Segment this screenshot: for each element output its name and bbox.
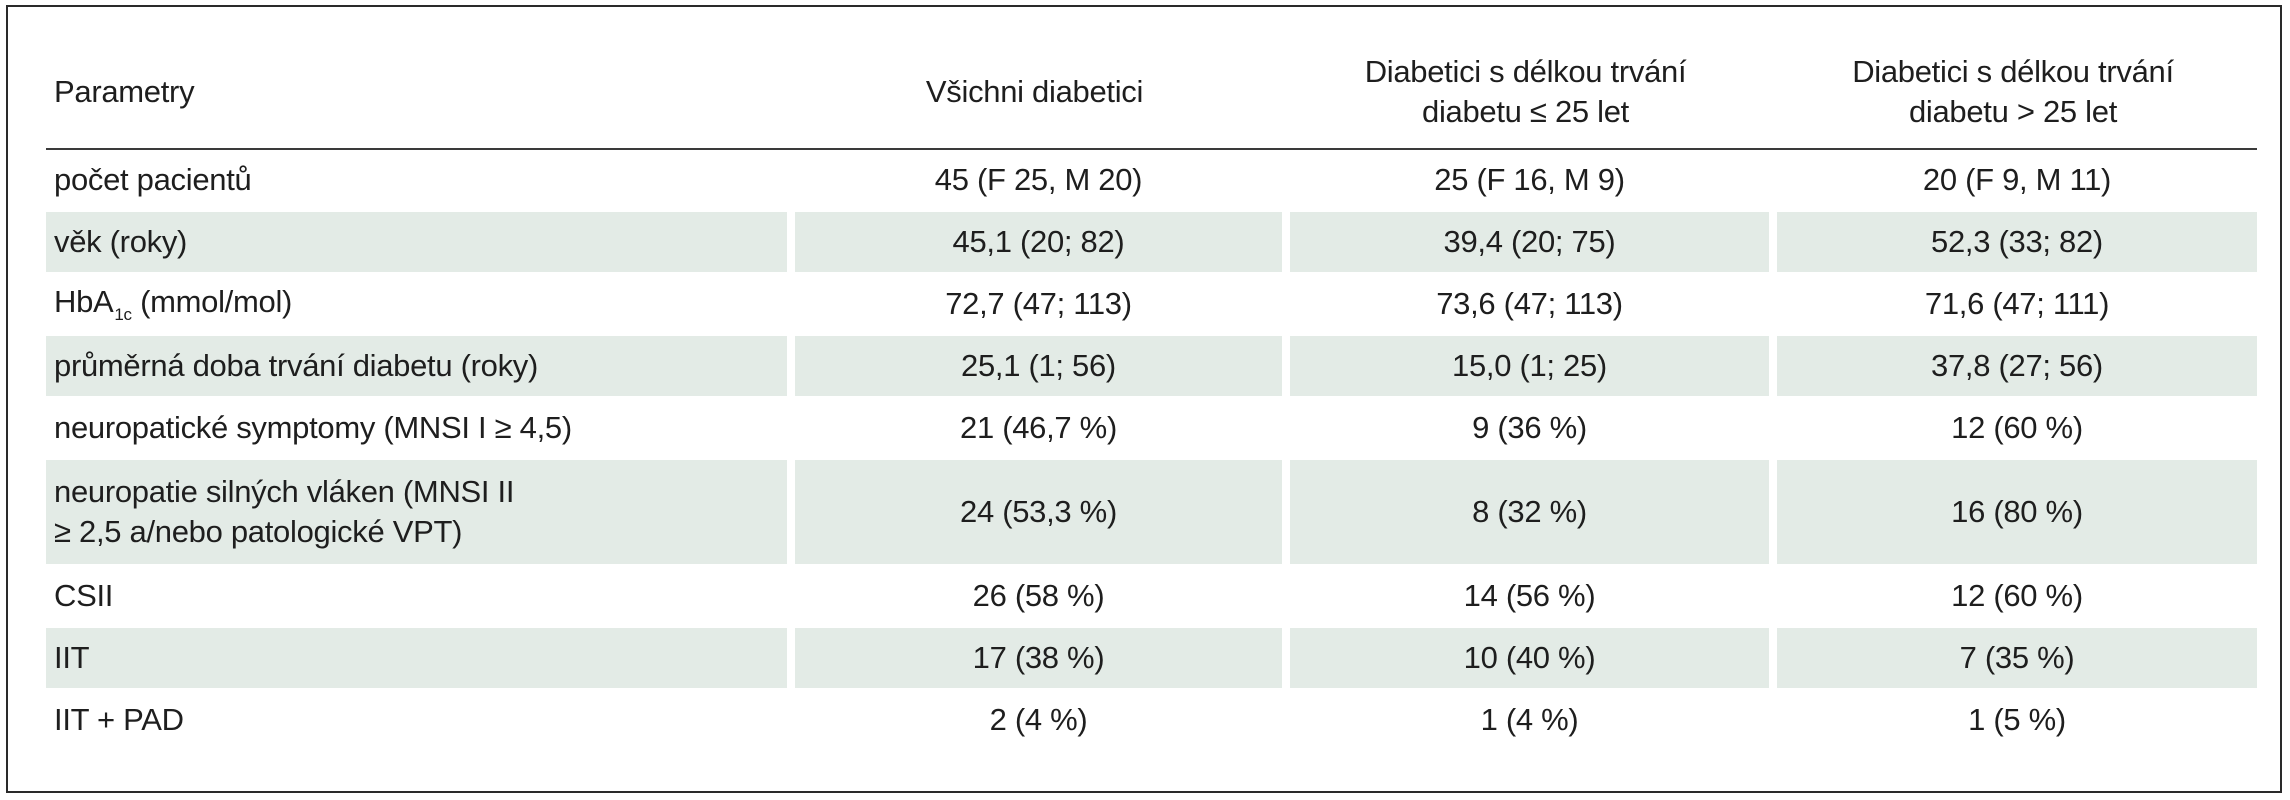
cell-le25: 73,6 (47; 113) xyxy=(1282,274,1769,336)
row-label: neuropatie silných vláken (MNSI II ≥ 2,5… xyxy=(46,460,787,566)
header-parametry: Parametry xyxy=(46,34,787,150)
cell-le25: 39,4 (20; 75) xyxy=(1282,212,1769,274)
cell-gt25: 52,3 (33; 82) xyxy=(1769,212,2257,274)
hba-main: HbA xyxy=(54,283,114,319)
table-row: průměrná doba trvání diabetu (roky) 25,1… xyxy=(46,336,2257,398)
table-row: neuropatie silných vláken (MNSI II ≥ 2,5… xyxy=(46,460,2257,566)
cell-all: 24 (53,3 %) xyxy=(787,460,1282,566)
cell-all: 21 (46,7 %) xyxy=(787,398,1282,460)
cell-le25: 10 (40 %) xyxy=(1282,628,1769,690)
cell-gt25: 37,8 (27; 56) xyxy=(1769,336,2257,398)
table-row: počet pacientů 45 (F 25, M 20) 25 (F 16,… xyxy=(46,150,2257,212)
cell-all: 25,1 (1; 56) xyxy=(787,336,1282,398)
row-label: HbA1c (mmol/mol) xyxy=(46,274,787,336)
table-row: IIT + PAD 2 (4 %) 1 (4 %) 1 (5 %) xyxy=(46,690,2257,752)
table-row: neuropatické symptomy (MNSI I ≥ 4,5) 21 … xyxy=(46,398,2257,460)
cell-gt25: 16 (80 %) xyxy=(1769,460,2257,566)
cell-le25: 14 (56 %) xyxy=(1282,566,1769,628)
cell-le25: 1 (4 %) xyxy=(1282,690,1769,752)
header-duration-gt25-line2: diabetu > 25 let xyxy=(1908,94,2118,129)
cell-gt25: 71,6 (47; 111) xyxy=(1769,274,2257,336)
hba-unit: (mmol/mol) xyxy=(131,283,293,319)
cell-le25: 25 (F 16, M 9) xyxy=(1282,150,1769,212)
cell-all: 2 (4 %) xyxy=(787,690,1282,752)
header-all-diabetics: Všichni diabetici xyxy=(787,34,1282,150)
row-label: průměrná doba trvání diabetu (roky) xyxy=(46,336,787,398)
cell-all: 45 (F 25, M 20) xyxy=(787,150,1282,212)
hba-subscript: 1c xyxy=(114,304,132,324)
cell-all: 45,1 (20; 82) xyxy=(787,212,1282,274)
header-duration-le25-line2: diabetu ≤ 25 let xyxy=(1422,94,1629,129)
header-row: Parametry Všichni diabetici Diabetici s … xyxy=(46,34,2257,150)
cell-le25: 9 (36 %) xyxy=(1282,398,1769,460)
header-duration-le25-line1: Diabetici s délkou trvání xyxy=(1364,54,1687,89)
table-row: IIT 17 (38 %) 10 (40 %) 7 (35 %) xyxy=(46,628,2257,690)
cell-gt25: 12 (60 %) xyxy=(1769,566,2257,628)
cell-gt25: 1 (5 %) xyxy=(1769,690,2257,752)
cell-gt25: 7 (35 %) xyxy=(1769,628,2257,690)
header-duration-le25: Diabetici s délkou trvání diabetu ≤ 25 l… xyxy=(1282,34,1769,150)
table-row: CSII 26 (58 %) 14 (56 %) 12 (60 %) xyxy=(46,566,2257,628)
cell-gt25: 20 (F 9, M 11) xyxy=(1769,150,2257,212)
row-label: věk (roky) xyxy=(46,212,787,274)
data-table: Parametry Všichni diabetici Diabetici s … xyxy=(46,34,2257,752)
cell-le25: 15,0 (1; 25) xyxy=(1282,336,1769,398)
row-label: počet pacientů xyxy=(46,150,787,212)
row-label: IIT + PAD xyxy=(46,690,787,752)
header-duration-gt25: Diabetici s délkou trvání diabetu > 25 l… xyxy=(1769,34,2257,150)
row-label: CSII xyxy=(46,566,787,628)
row-label-line1: neuropatie silných vláken (MNSI II xyxy=(54,474,515,509)
row-label: neuropatické symptomy (MNSI I ≥ 4,5) xyxy=(46,398,787,460)
cell-gt25: 12 (60 %) xyxy=(1769,398,2257,460)
table-row: věk (roky) 45,1 (20; 82) 39,4 (20; 75) 5… xyxy=(46,212,2257,274)
cell-all: 17 (38 %) xyxy=(787,628,1282,690)
table-frame: Parametry Všichni diabetici Diabetici s … xyxy=(6,5,2282,793)
row-label: IIT xyxy=(46,628,787,690)
cell-le25: 8 (32 %) xyxy=(1282,460,1769,566)
cell-all: 26 (58 %) xyxy=(787,566,1282,628)
row-label-line2: ≥ 2,5 a/nebo patologické VPT) xyxy=(54,514,463,549)
header-duration-gt25-line1: Diabetici s délkou trvání xyxy=(1852,54,2174,89)
table-row: HbA1c (mmol/mol) 72,7 (47; 113) 73,6 (47… xyxy=(46,274,2257,336)
cell-all: 72,7 (47; 113) xyxy=(787,274,1282,336)
